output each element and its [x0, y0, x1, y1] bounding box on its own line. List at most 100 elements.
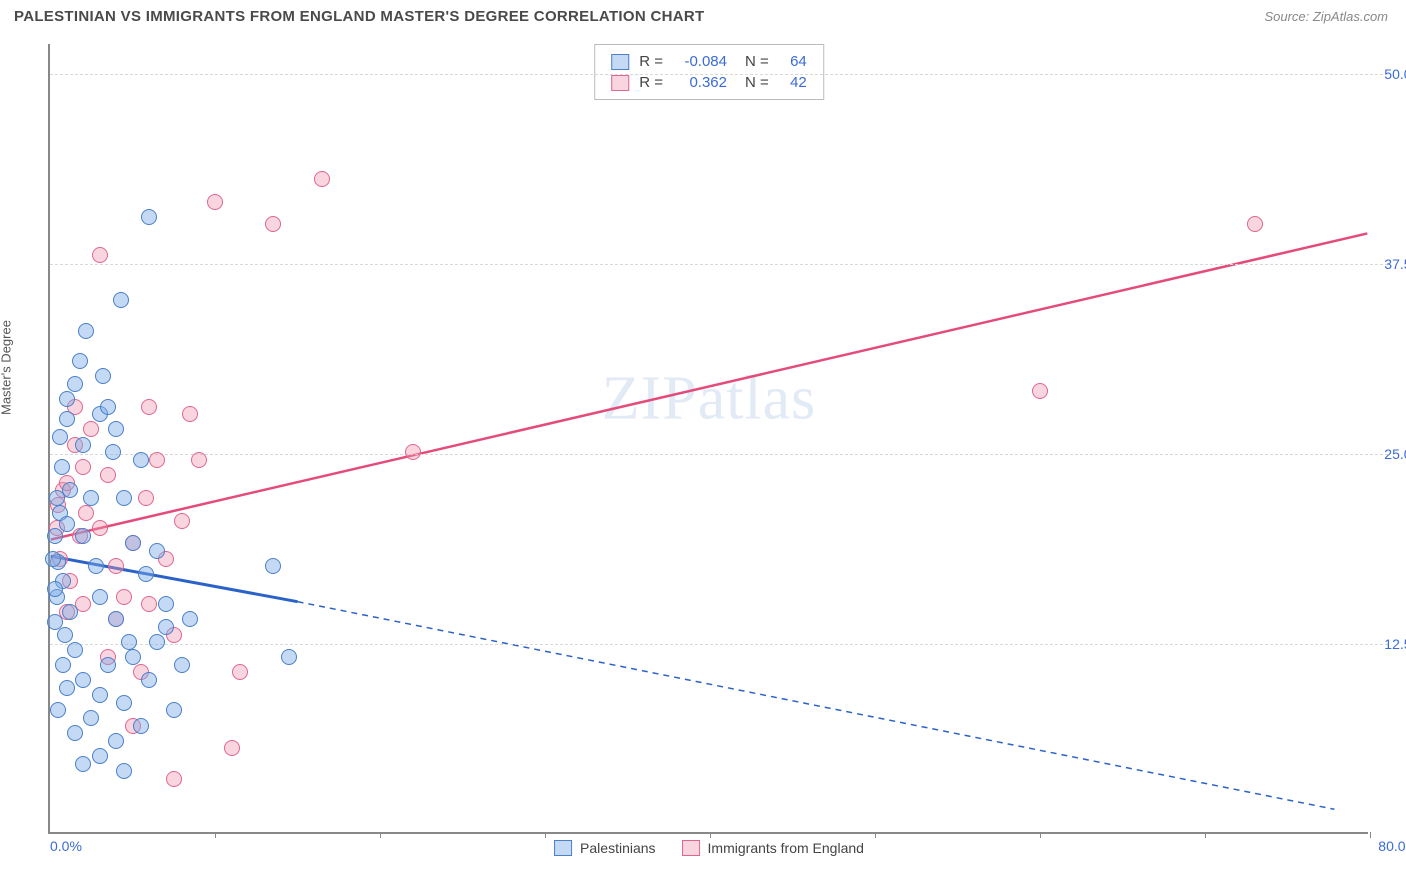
trend-lines — [50, 44, 1368, 832]
data-point — [92, 687, 108, 703]
data-point — [75, 528, 91, 544]
data-point — [54, 459, 70, 475]
data-point — [47, 528, 63, 544]
data-point — [83, 490, 99, 506]
gridline — [50, 644, 1388, 645]
legend-item-2: Immigrants from England — [682, 840, 864, 856]
data-point — [92, 748, 108, 764]
data-point — [59, 391, 75, 407]
source-attribution: Source: ZipAtlas.com — [1264, 9, 1388, 24]
data-point — [232, 664, 248, 680]
gridline — [50, 454, 1388, 455]
plot-area: ZIPatlas R = -0.084 N = 64 R = 0.362 N =… — [48, 44, 1368, 834]
bottom-legend: Palestinians Immigrants from England — [554, 840, 864, 856]
data-point — [78, 323, 94, 339]
data-point — [75, 437, 91, 453]
data-point — [100, 399, 116, 415]
data-point — [108, 611, 124, 627]
data-point — [166, 702, 182, 718]
data-point — [83, 710, 99, 726]
x-tick — [215, 832, 216, 838]
data-point — [141, 209, 157, 225]
x-tick — [875, 832, 876, 838]
legend-label-1: Palestinians — [580, 840, 656, 856]
data-point — [100, 467, 116, 483]
data-point — [116, 695, 132, 711]
stats-row-1: R = -0.084 N = 64 — [611, 51, 807, 72]
data-point — [166, 771, 182, 787]
data-point — [141, 596, 157, 612]
x-axis-max-label: 80.0% — [1378, 838, 1406, 854]
data-point — [1247, 216, 1263, 232]
data-point — [174, 513, 190, 529]
data-point — [72, 353, 88, 369]
gridline — [50, 74, 1388, 75]
data-point — [116, 763, 132, 779]
data-point — [149, 543, 165, 559]
data-point — [138, 566, 154, 582]
n-label-1: N = — [745, 51, 769, 72]
data-point — [55, 657, 71, 673]
data-point — [57, 627, 73, 643]
x-tick — [545, 832, 546, 838]
data-point — [100, 657, 116, 673]
data-point — [182, 406, 198, 422]
data-point — [149, 452, 165, 468]
data-point — [138, 490, 154, 506]
data-point — [83, 421, 99, 437]
data-point — [224, 740, 240, 756]
data-point — [125, 649, 141, 665]
data-point — [59, 680, 75, 696]
legend-item-1: Palestinians — [554, 840, 656, 856]
y-tick-label: 12.5% — [1384, 636, 1406, 652]
r-label-1: R = — [639, 51, 663, 72]
data-point — [59, 516, 75, 532]
x-tick — [710, 832, 711, 838]
data-point — [88, 558, 104, 574]
data-point — [116, 589, 132, 605]
data-point — [75, 672, 91, 688]
data-point — [116, 490, 132, 506]
chart-title: PALESTINIAN VS IMMIGRANTS FROM ENGLAND M… — [14, 8, 704, 25]
gridline — [50, 264, 1388, 265]
y-tick-label: 25.0% — [1384, 446, 1406, 462]
data-point — [108, 558, 124, 574]
data-point — [207, 194, 223, 210]
data-point — [133, 452, 149, 468]
data-point — [62, 604, 78, 620]
pink-swatch-icon — [682, 840, 700, 856]
data-point — [67, 725, 83, 741]
x-tick — [1205, 832, 1206, 838]
data-point — [47, 581, 63, 597]
data-point — [92, 247, 108, 263]
data-point — [141, 399, 157, 415]
data-point — [52, 429, 68, 445]
data-point — [105, 444, 121, 460]
y-tick-label: 37.5% — [1384, 256, 1406, 272]
data-point — [265, 216, 281, 232]
data-point — [49, 490, 65, 506]
chart-container: Master's Degree ZIPatlas R = -0.084 N = … — [14, 36, 1392, 874]
data-point — [75, 756, 91, 772]
x-tick — [1040, 832, 1041, 838]
data-point — [78, 505, 94, 521]
data-point — [59, 411, 75, 427]
data-point — [75, 459, 91, 475]
r-value-1: -0.084 — [673, 51, 727, 72]
pink-swatch-icon — [611, 75, 629, 91]
blue-swatch-icon — [554, 840, 572, 856]
data-point — [45, 551, 61, 567]
data-point — [265, 558, 281, 574]
data-point — [182, 611, 198, 627]
data-point — [1032, 383, 1048, 399]
data-point — [50, 702, 66, 718]
x-tick — [380, 832, 381, 838]
data-point — [133, 718, 149, 734]
blue-swatch-icon — [611, 54, 629, 70]
data-point — [281, 649, 297, 665]
data-point — [405, 444, 421, 460]
data-point — [191, 452, 207, 468]
data-point — [67, 642, 83, 658]
data-point — [92, 520, 108, 536]
data-point — [113, 292, 129, 308]
